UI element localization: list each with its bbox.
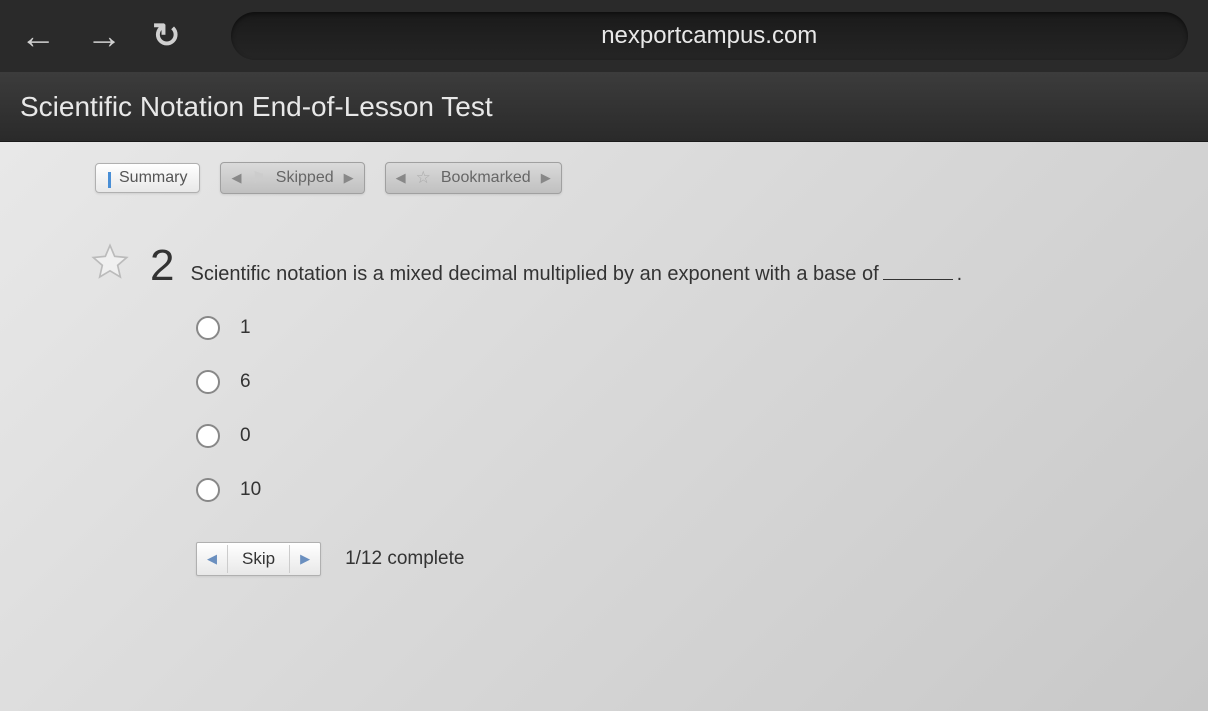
skip-nav: ◀ Skip ▶: [196, 542, 321, 576]
radio-icon[interactable]: [196, 478, 220, 502]
bookmark-star-button[interactable]: [90, 242, 130, 282]
star-icon: ☆: [416, 168, 431, 188]
summary-icon: [108, 172, 111, 185]
bookmarked-nav[interactable]: ◀ ☆ Bookmarked ▶: [385, 162, 562, 194]
back-arrow-icon[interactable]: ←: [20, 15, 56, 57]
url-bar[interactable]: nexportcampus.com: [231, 12, 1189, 60]
skipped-next-icon[interactable]: ▶: [344, 170, 354, 186]
summary-button[interactable]: Summary: [95, 163, 200, 193]
progress-text: 1/12 complete: [345, 548, 464, 570]
page-title: Scientific Notation End-of-Lesson Test: [20, 91, 493, 123]
reload-icon[interactable]: ↻: [152, 16, 181, 56]
option-3[interactable]: 10: [196, 478, 1118, 502]
question-content: 2 Scientific notation is a mixed decimal…: [150, 244, 1118, 576]
bookmarked-next-icon[interactable]: ▶: [541, 170, 551, 186]
option-label: 0: [240, 425, 251, 447]
url-text: nexportcampus.com: [601, 22, 817, 50]
skip-button[interactable]: Skip: [228, 543, 289, 575]
footer-controls: ◀ Skip ▶ 1/12 complete: [196, 542, 1118, 576]
title-bar: Scientific Notation End-of-Lesson Test: [0, 72, 1208, 142]
radio-icon[interactable]: [196, 424, 220, 448]
question-text: Scientific notation is a mixed decimal m…: [190, 260, 962, 288]
question-area: 2 Scientific notation is a mixed decimal…: [0, 244, 1208, 576]
forward-arrow-icon[interactable]: →: [86, 15, 122, 57]
question-number: 2: [150, 244, 174, 288]
question-header: 2 Scientific notation is a mixed decimal…: [150, 244, 1118, 288]
option-label: 6: [240, 371, 251, 393]
bookmarked-label: Bookmarked: [441, 169, 531, 187]
skipped-prev-icon[interactable]: ◀: [231, 170, 241, 186]
next-question-button[interactable]: ▶: [289, 545, 320, 573]
option-2[interactable]: 0: [196, 424, 1118, 448]
answer-options: 1 6 0 10: [196, 316, 1118, 502]
radio-icon[interactable]: [196, 370, 220, 394]
prev-question-button[interactable]: ◀: [197, 545, 228, 573]
radio-icon[interactable]: [196, 316, 220, 340]
option-label: 1: [240, 317, 251, 339]
option-label: 10: [240, 479, 261, 501]
summary-label: Summary: [119, 169, 187, 187]
option-0[interactable]: 1: [196, 316, 1118, 340]
fill-blank: [883, 279, 953, 280]
bookmark-star-icon: [90, 242, 130, 282]
skipped-nav[interactable]: ◀ ⚑ Skipped ▶: [220, 162, 364, 194]
browser-toolbar: ← → ↻ nexportcampus.com: [0, 0, 1208, 72]
flag-icon: ⚑: [251, 168, 265, 188]
question-toolbar: Summary ◀ ⚑ Skipped ▶ ◀ ☆ Bookmarked ▶: [0, 162, 1208, 194]
bookmarked-prev-icon[interactable]: ◀: [396, 170, 406, 186]
skipped-label: Skipped: [276, 169, 334, 187]
option-1[interactable]: 6: [196, 370, 1118, 394]
content-area: Summary ◀ ⚑ Skipped ▶ ◀ ☆ Bookmarked ▶ 2…: [0, 142, 1208, 711]
